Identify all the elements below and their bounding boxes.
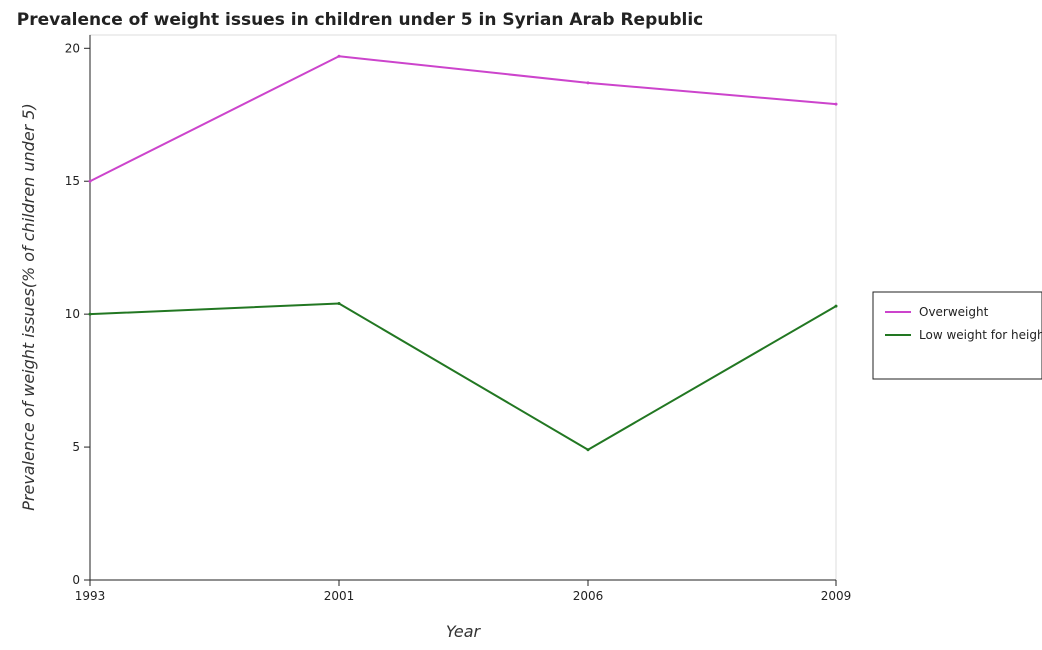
y-tick-label: 10 <box>65 307 80 321</box>
x-tick-label: 1993 <box>75 589 106 603</box>
legend-label-2: Low weight for height <box>919 328 1042 342</box>
series-line-2 <box>89 302 837 451</box>
x-tick-label: 2001 <box>324 589 355 603</box>
y-tick-label: 5 <box>72 440 80 454</box>
series-2-point <box>88 312 92 316</box>
legend: Overweight Low weight for height <box>872 291 1042 380</box>
series-2-point <box>586 448 590 452</box>
x-tick-label: 2009 <box>821 589 852 603</box>
legend-items: Overweight Low weight for height <box>885 305 1042 342</box>
x-axis-title: Year <box>446 622 482 641</box>
series-1-point <box>834 102 838 106</box>
y-tick-label: 15 <box>65 174 80 188</box>
y-axis-title: Prevalence of weight issues(% of childre… <box>19 103 38 511</box>
series-1-point <box>88 179 92 183</box>
y-ticks: 0 5 10 15 20 <box>65 41 90 587</box>
legend-label-1: Overweight <box>919 305 989 319</box>
plot-area <box>89 34 837 581</box>
x-ticks: 1993 2001 2006 2009 <box>75 580 852 603</box>
series-2-point <box>834 304 838 308</box>
series-line-1 <box>89 55 837 183</box>
y-tick-label: 20 <box>65 41 80 55</box>
series-lines <box>88 54 838 452</box>
x-tick-label: 2006 <box>573 589 604 603</box>
series-1-point <box>337 54 341 58</box>
y-tick-label: 0 <box>72 573 80 587</box>
series-1-point <box>586 81 590 85</box>
series-2-point <box>337 302 341 306</box>
chart-title: Prevalence of weight issues in children … <box>17 10 704 30</box>
